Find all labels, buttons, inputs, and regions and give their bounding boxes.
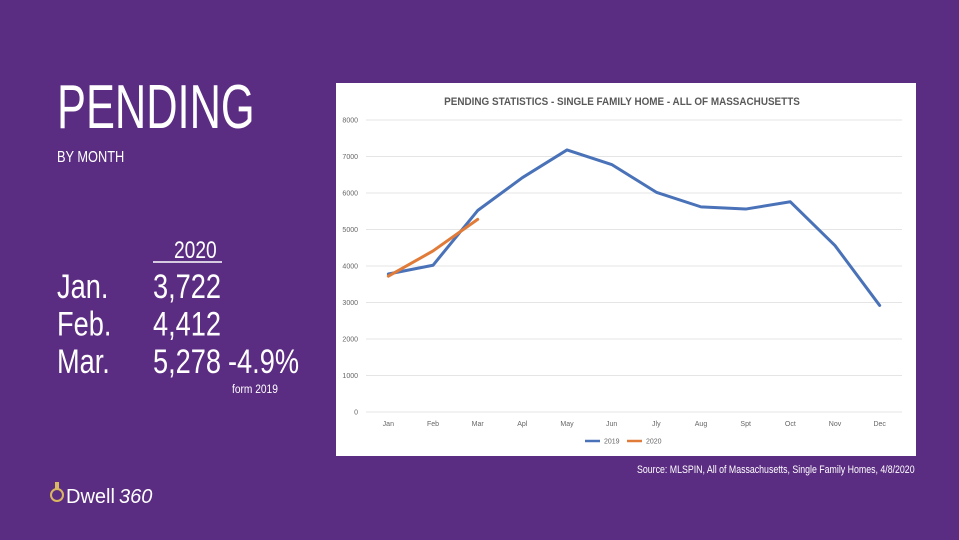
x-tick-label: Jly	[652, 421, 661, 428]
y-tick-label: 5000	[342, 227, 358, 234]
y-tick-label: 8000	[342, 118, 358, 125]
row-label: Mar.	[57, 342, 110, 381]
row-value: 5,278	[153, 342, 221, 381]
change-note-group: form 2019	[232, 383, 278, 396]
change: -4.9%	[228, 342, 299, 381]
slide-subtitle: BY MONTH	[57, 149, 124, 167]
cell-group: 4,412	[153, 305, 221, 344]
logo-icon-top	[55, 482, 59, 489]
logo-number: 360	[119, 486, 152, 508]
cell-group: 3,722	[153, 267, 221, 306]
title-group: PENDING	[57, 74, 255, 142]
y-tick-label: 6000	[342, 191, 358, 198]
series-line	[386, 217, 480, 278]
cell-group: 5,278	[153, 342, 221, 381]
x-tick-label: Aug	[695, 421, 708, 428]
change-note: form 2019	[232, 383, 278, 396]
y-tick-label: 2000	[342, 337, 358, 344]
logo-word: Dwell	[66, 486, 115, 508]
series-line	[386, 148, 882, 307]
header-group: 2020	[174, 236, 217, 264]
row-value: 3,722	[153, 267, 221, 306]
row-value: 4,412	[153, 305, 221, 344]
x-tick-label: Nov	[829, 421, 842, 428]
row-label: Feb.	[57, 305, 111, 344]
x-tick-label: Oct	[785, 421, 796, 428]
chart-title-group: PENDING STATISTICS - SINGLE FAMILY HOME …	[444, 97, 800, 109]
plot: 0 1000 2000 3000 4000 5000 6000 7000 8000 Jan Feb M…	[342, 118, 902, 446]
logo: Dwell 360	[50, 482, 152, 508]
x-tick-label: Dec	[873, 421, 886, 428]
slide-title: PENDING	[57, 74, 255, 142]
x-tick-label: Feb	[427, 421, 439, 428]
y-tick-label: 3000	[342, 300, 358, 307]
change-group: -4.9%	[228, 342, 299, 381]
row-label: Jan.	[57, 267, 108, 306]
legend-label: 2019	[604, 439, 620, 446]
x-tick-label: Apl	[517, 421, 528, 428]
x-tick-label: Spt	[740, 421, 751, 428]
chart-title: PENDING STATISTICS - SINGLE FAMILY HOME …	[444, 97, 800, 109]
x-tick-label: Jan	[383, 421, 394, 428]
subtitle-group: BY MONTH	[57, 149, 124, 167]
cell-group: Mar.	[57, 342, 110, 381]
cell-group: Jan.	[57, 267, 108, 306]
source: Source: MLSPIN, All of Massachusetts, Si…	[637, 464, 915, 476]
chart-box	[336, 83, 916, 456]
y-tick-label: 1000	[342, 373, 358, 380]
x-tick-label: Jun	[606, 421, 617, 428]
y-tick-label: 0	[354, 410, 358, 417]
cell-group: Feb.	[57, 305, 111, 344]
table-header: 2020	[174, 236, 217, 264]
legend-label: 2020	[646, 439, 662, 446]
rows: Jan. 3,722 Feb. 4,412 Mar. 5,278	[57, 267, 221, 381]
stats-table: 2020 Jan. 3,722 Feb. 4,412 Mar. 5,278 -4.9% f…	[57, 236, 299, 396]
y-tick-label: 7000	[342, 154, 358, 161]
y-tick-label: 4000	[342, 264, 358, 271]
x-tick-label: May	[560, 421, 574, 428]
source-group: Source: MLSPIN, All of Massachusetts, Si…	[637, 464, 915, 476]
x-tick-label: Mar	[472, 421, 485, 428]
